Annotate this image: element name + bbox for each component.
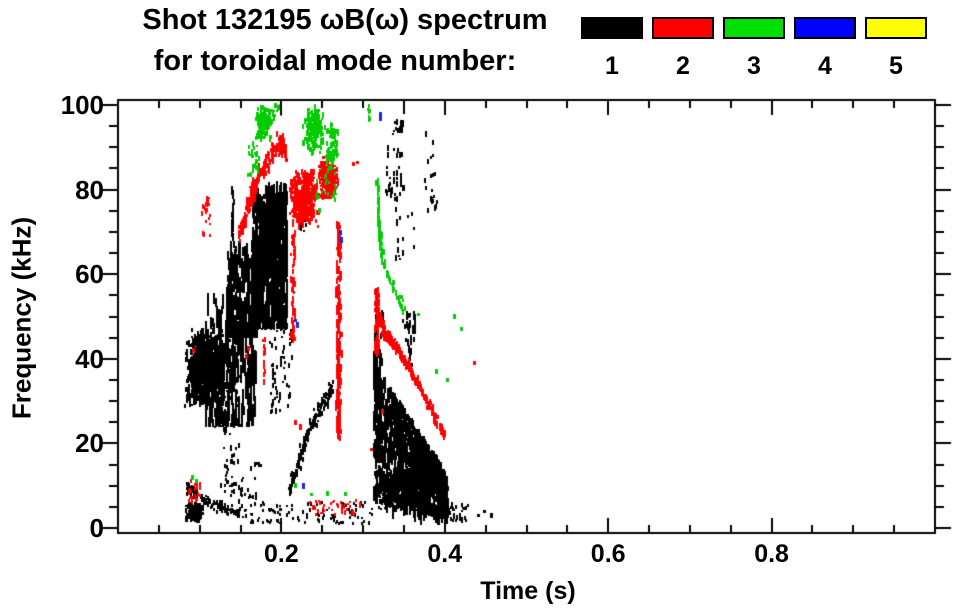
legend-label-4: 4 [818,52,832,80]
legend-label-5: 5 [889,52,903,80]
legend-item-1: 1 [581,17,643,79]
legend-swatch-2 [652,17,714,39]
legend-swatch-4 [794,17,856,39]
legend-item-5: 5 [865,17,927,79]
legend-swatch-3 [723,17,785,39]
x-tick-label-0.8: 0.8 [754,540,789,568]
x-tick-label-0.4: 0.4 [427,540,463,568]
y-tick-label-40: 40 [75,343,104,374]
chart-title-line2: for toroidal mode number: [153,45,517,77]
legend-swatch-5 [865,17,927,39]
y-tick-label-100: 100 [60,90,104,120]
chart-title-line1: Shot 132195 ωB(ω) spectrum [142,4,548,36]
x-tick-label-0.6: 0.6 [590,540,626,568]
mode-legend: 1 2 3 4 5 [581,17,927,79]
legend-item-3: 3 [723,17,785,79]
legend-label-2: 2 [676,52,690,80]
legend-label-1: 1 [605,52,619,80]
legend-label-3: 3 [747,52,761,80]
y-tick-label-60: 60 [75,259,104,290]
legend-item-2: 2 [652,17,714,79]
x-axis-title: Time (s) [480,577,576,605]
y-tick-label-0: 0 [89,513,104,543]
legend-item-4: 4 [794,17,856,79]
y-tick-label-80: 80 [75,174,104,205]
y-tick-label-20: 20 [75,428,104,459]
x-tick-label-0.2: 0.2 [264,540,299,568]
legend-swatch-1 [581,17,643,39]
y-axis-title: Frequency (kHz) [6,216,37,420]
